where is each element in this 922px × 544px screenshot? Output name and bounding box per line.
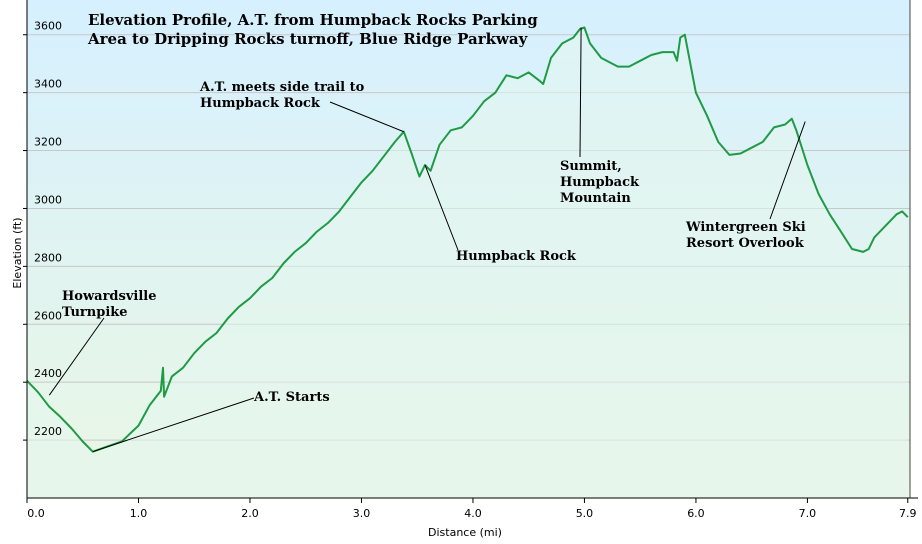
x-tick-label: 0.0: [27, 507, 45, 520]
annotation-leader: [48, 317, 105, 396]
chart-title-line-1: Elevation Profile, A.T. from Humpback Ro…: [88, 11, 538, 29]
x-tick-label: 7.0: [799, 507, 817, 520]
x-tick-label: 7.9: [899, 507, 917, 520]
x-tick-label: 1.0: [130, 507, 148, 520]
y-tick-label: 3200: [34, 136, 62, 149]
y-tick-label: 3000: [34, 193, 62, 206]
y-axis-ticks: 2200 2400 2600 2800 3000 3200 3400 3600: [23, 20, 62, 441]
annotation-leader: [92, 397, 255, 453]
y-tick-label: 2600: [34, 309, 62, 322]
x-tick-label: 5.0: [576, 507, 594, 520]
elevation-area: [27, 27, 908, 498]
x-axis-label: Distance (mi): [428, 526, 502, 539]
annotation-label: Turnpike: [62, 305, 128, 320]
y-tick-label: 3600: [34, 20, 62, 33]
annotation-label: Mountain: [560, 191, 631, 206]
annotation-label: Resort Overlook: [686, 236, 805, 251]
annotation-label: A.T. Starts: [253, 390, 330, 405]
x-tick-label: 3.0: [353, 507, 371, 520]
annotation-leader: [769, 121, 806, 220]
chart-title-line-2: Area to Dripping Rocks turnoff, Blue Rid…: [87, 30, 529, 48]
annotation-label: Humpback Rock: [200, 96, 321, 111]
elevation-line: [26, 26, 909, 453]
y-tick-label: 2400: [34, 367, 62, 380]
annotation-label: Humpback: [560, 175, 640, 190]
annotation-label: Summit,: [560, 159, 622, 174]
y-axis-label: Elevation (ft): [11, 217, 24, 288]
y-tick-label: 2800: [34, 251, 62, 264]
annotation-label: Humpback Rock: [456, 249, 577, 264]
annotation-leader: [424, 164, 459, 251]
y-tick-label: 2200: [34, 425, 62, 438]
annotation-leader: [579, 27, 582, 158]
annotation-label: A.T. meets side trail to: [199, 80, 365, 95]
x-axis-ticks: 0.0 1.0 2.0 3.0 4.0 5.0 6.0 7.0 7.9: [26, 498, 917, 520]
elevation-series: [26, 26, 909, 498]
annotation-label: Wintergreen Ski: [685, 220, 806, 235]
annotation-leader: [329, 101, 405, 133]
x-tick-label: 4.0: [464, 507, 482, 520]
x-tick-label: 6.0: [687, 507, 705, 520]
x-tick-label: 2.0: [241, 507, 259, 520]
annotation-label: Howardsville: [62, 289, 156, 304]
y-tick-label: 3400: [34, 78, 62, 91]
